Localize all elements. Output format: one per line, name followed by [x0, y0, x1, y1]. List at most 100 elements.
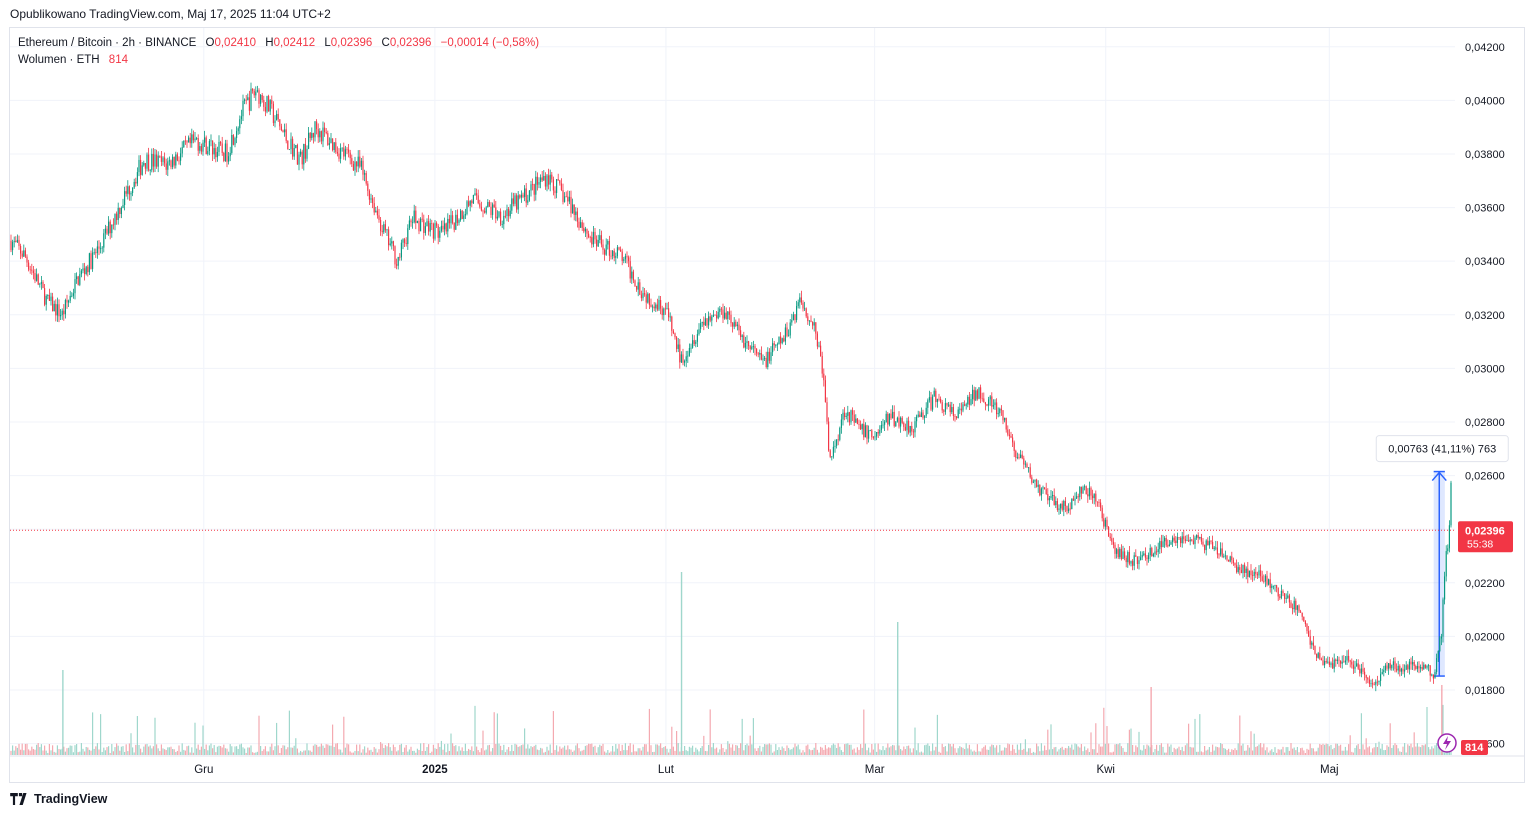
candle-body [1386, 665, 1388, 669]
volume-bar [1298, 752, 1300, 755]
volume-bar [882, 746, 884, 755]
volume-bar [1376, 747, 1378, 755]
volume-bar [1010, 750, 1012, 755]
footer-brand[interactable]: TradingView [10, 792, 107, 806]
candle-body [1248, 570, 1250, 577]
candle-body [388, 229, 390, 246]
volume-bar [343, 716, 345, 755]
candle-body [532, 184, 534, 186]
candle-body [1092, 495, 1094, 499]
candle-body [799, 297, 801, 303]
chart-frame[interactable] [9, 27, 1525, 783]
volume-bar [509, 751, 511, 755]
volume-bar [1096, 752, 1098, 755]
candle-body [416, 221, 418, 223]
volume-bar [600, 745, 602, 755]
volume-bar [757, 748, 759, 755]
volume-bar [1037, 746, 1039, 755]
candle-body [844, 412, 846, 417]
volume-bar [1402, 746, 1404, 755]
candle-body [1285, 597, 1287, 599]
volume-bar [1005, 747, 1007, 755]
volume-bar [229, 744, 231, 755]
candle-body [940, 398, 942, 403]
volume-bar [1308, 749, 1310, 755]
volume-bar [890, 746, 892, 755]
candle-body [282, 130, 284, 133]
candle-body [760, 353, 762, 360]
volume-bar [738, 748, 740, 755]
candle-body [461, 210, 463, 219]
candle-body [551, 174, 553, 180]
volume-bar [164, 749, 166, 755]
candle-body [954, 415, 956, 417]
volume-bar [866, 750, 868, 755]
candle-body [524, 188, 526, 197]
candle-body [101, 247, 103, 249]
candle-body [543, 175, 545, 181]
volume-bar [1087, 748, 1089, 755]
volume-bar [543, 752, 545, 755]
candle-body [1020, 454, 1022, 458]
candle-body [858, 424, 860, 425]
volume-bar [384, 745, 386, 755]
candle-body [762, 358, 764, 360]
candle-body [418, 221, 420, 232]
candle-body [964, 404, 966, 406]
volume-bar [842, 751, 844, 755]
volume-bar [96, 743, 98, 755]
candle-body [468, 201, 470, 206]
candle-body [1295, 600, 1297, 610]
volume-bar [223, 744, 225, 755]
candle-body [29, 269, 31, 271]
volume-bar [495, 743, 497, 755]
candle-body [1258, 570, 1260, 576]
volume-bar [754, 748, 756, 755]
candle-body [1442, 599, 1444, 637]
volume-bar [399, 744, 401, 755]
volume-bar [632, 744, 634, 755]
volume-bar [820, 746, 822, 755]
volume-bar [407, 751, 409, 755]
volume-bar [264, 746, 266, 755]
volume-bar [1053, 747, 1055, 755]
candle-body [512, 198, 514, 204]
volume-bar [970, 749, 972, 755]
volume-bar [1058, 749, 1060, 755]
candle-body [256, 90, 258, 92]
volume-bar [130, 733, 132, 755]
volume-bar [204, 748, 206, 755]
candle-body [773, 343, 775, 346]
volume-bar [133, 752, 135, 755]
candle-body [1247, 568, 1249, 577]
volume-bar [368, 750, 370, 755]
volume-bar [1360, 713, 1362, 755]
candle-body [764, 357, 766, 359]
candle-body [1304, 621, 1306, 625]
candle-body [354, 161, 356, 171]
volume-bar [648, 708, 650, 755]
volume-bar [612, 745, 614, 755]
volume-bar [580, 751, 582, 755]
candle-body [1002, 410, 1004, 421]
candle-body [653, 306, 655, 309]
candle-body [1309, 636, 1311, 645]
candle-body [381, 230, 383, 233]
candle-body [501, 224, 503, 225]
candle-body [1389, 663, 1391, 669]
candle-body [783, 338, 785, 342]
candle-body [863, 423, 865, 438]
candle-body [903, 422, 905, 427]
volume-bar [1410, 743, 1412, 755]
candle-body [1423, 664, 1425, 670]
candle-body [239, 119, 241, 129]
candle-body [327, 133, 329, 145]
candle-body [914, 421, 916, 433]
candle-body [831, 456, 833, 458]
volume-bar [599, 744, 601, 755]
volume-bar [261, 751, 263, 755]
candle-body [210, 140, 212, 142]
candle-body [922, 412, 924, 418]
volume-bar [1277, 749, 1279, 755]
